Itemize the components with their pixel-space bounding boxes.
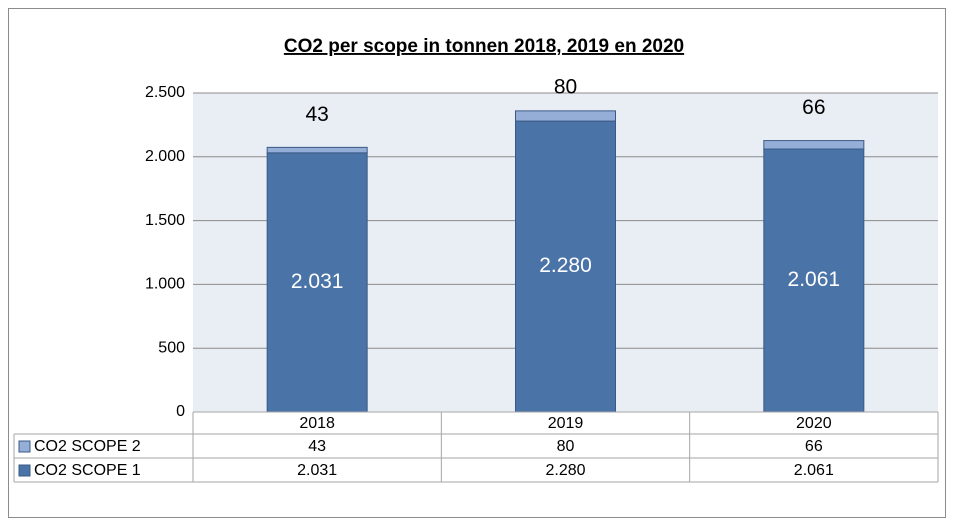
legend-label: CO2 SCOPE 1 bbox=[34, 462, 141, 479]
legend-swatch bbox=[18, 464, 31, 477]
bar-segment bbox=[266, 146, 368, 154]
table-value: 2.061 bbox=[794, 462, 834, 479]
table-value: 43 bbox=[308, 438, 326, 455]
data-label: 43 bbox=[305, 103, 328, 126]
data-label: 66 bbox=[802, 96, 825, 119]
data-label: 2.061 bbox=[788, 268, 841, 291]
table-value: 66 bbox=[805, 438, 823, 455]
y-tick-label: 500 bbox=[158, 339, 185, 356]
bar-segment bbox=[763, 140, 865, 150]
x-tick-label: 2020 bbox=[796, 415, 832, 432]
y-tick-label: 2.500 bbox=[145, 84, 185, 101]
legend-swatch bbox=[18, 440, 31, 453]
y-tick-label: 1.000 bbox=[145, 276, 185, 293]
data-label: 2.280 bbox=[539, 254, 592, 277]
data-label: 2.031 bbox=[291, 270, 344, 293]
legend-label: CO2 SCOPE 2 bbox=[34, 438, 141, 455]
table-value: 80 bbox=[557, 438, 575, 455]
bar-segment bbox=[515, 110, 616, 122]
x-tick-label: 2018 bbox=[299, 415, 335, 432]
x-tick-label: 2019 bbox=[548, 415, 584, 432]
y-tick-label: 2.000 bbox=[145, 148, 185, 165]
y-tick-label: 0 bbox=[176, 403, 185, 420]
table-value: 2.031 bbox=[297, 462, 337, 479]
table-value: 2.280 bbox=[545, 462, 585, 479]
chart-title: CO2 per scope in tonnen 2018, 2019 en 20… bbox=[284, 36, 684, 57]
data-label: 80 bbox=[554, 76, 577, 99]
y-tick-label: 1.500 bbox=[145, 212, 185, 229]
